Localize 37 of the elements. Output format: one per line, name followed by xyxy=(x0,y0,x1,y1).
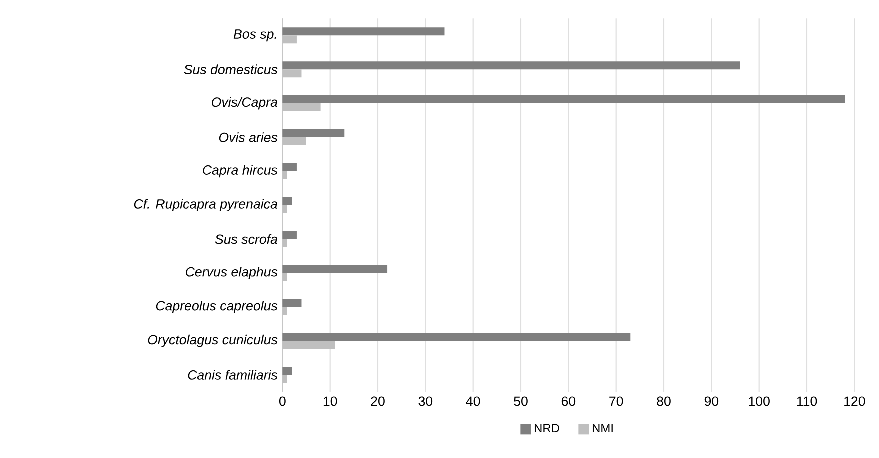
y-tick-label: Capra hircus xyxy=(203,165,278,178)
bar xyxy=(282,129,345,138)
legend-label: NMI xyxy=(592,424,613,432)
y-tick-label: Ovis aries xyxy=(219,132,278,142)
x-tick-label: 20 xyxy=(371,396,385,406)
bar xyxy=(282,299,302,308)
y-tick-label: Ovis/Capra xyxy=(212,97,278,110)
x-tick-label: 100 xyxy=(749,396,770,406)
legend-label: NRD xyxy=(534,424,560,432)
bar xyxy=(282,62,740,70)
y-tick-label: Sus domesticus xyxy=(184,64,278,74)
x-tick-label: 50 xyxy=(514,396,528,406)
x-tick-label: 70 xyxy=(610,396,624,406)
y-tick-label: Canis familiaris xyxy=(188,370,278,380)
y-tick-label: Bos sp. xyxy=(234,30,276,42)
x-tick-label: 120 xyxy=(844,396,866,406)
x-tick-label: 40 xyxy=(466,396,480,406)
bar xyxy=(282,197,292,206)
x-tick-label: 0 xyxy=(279,396,286,406)
x-tick-label: 30 xyxy=(418,396,433,406)
bar xyxy=(282,333,631,342)
y-tick-label: Sus scrofa xyxy=(215,234,278,244)
x-tick-label: 80 xyxy=(657,396,671,406)
y-tick-label: Oryctolagus cuniculus xyxy=(148,334,278,348)
x-tick-label: 90 xyxy=(704,396,719,406)
bar xyxy=(282,163,297,172)
x-tick-label: 10 xyxy=(324,396,338,406)
x-tick-label: 60 xyxy=(562,396,576,406)
bar xyxy=(282,265,388,274)
bar xyxy=(282,96,846,104)
x-tick-label: 110 xyxy=(797,396,818,406)
y-tick-label: Capreolus capreolus xyxy=(156,300,278,314)
bar xyxy=(282,28,445,36)
bar xyxy=(282,367,292,376)
bar xyxy=(282,231,297,240)
y-tick-label: Cf. Rupicapra pyrenaica xyxy=(134,199,278,212)
y-tick-label: Cervus elaphus xyxy=(186,267,278,280)
